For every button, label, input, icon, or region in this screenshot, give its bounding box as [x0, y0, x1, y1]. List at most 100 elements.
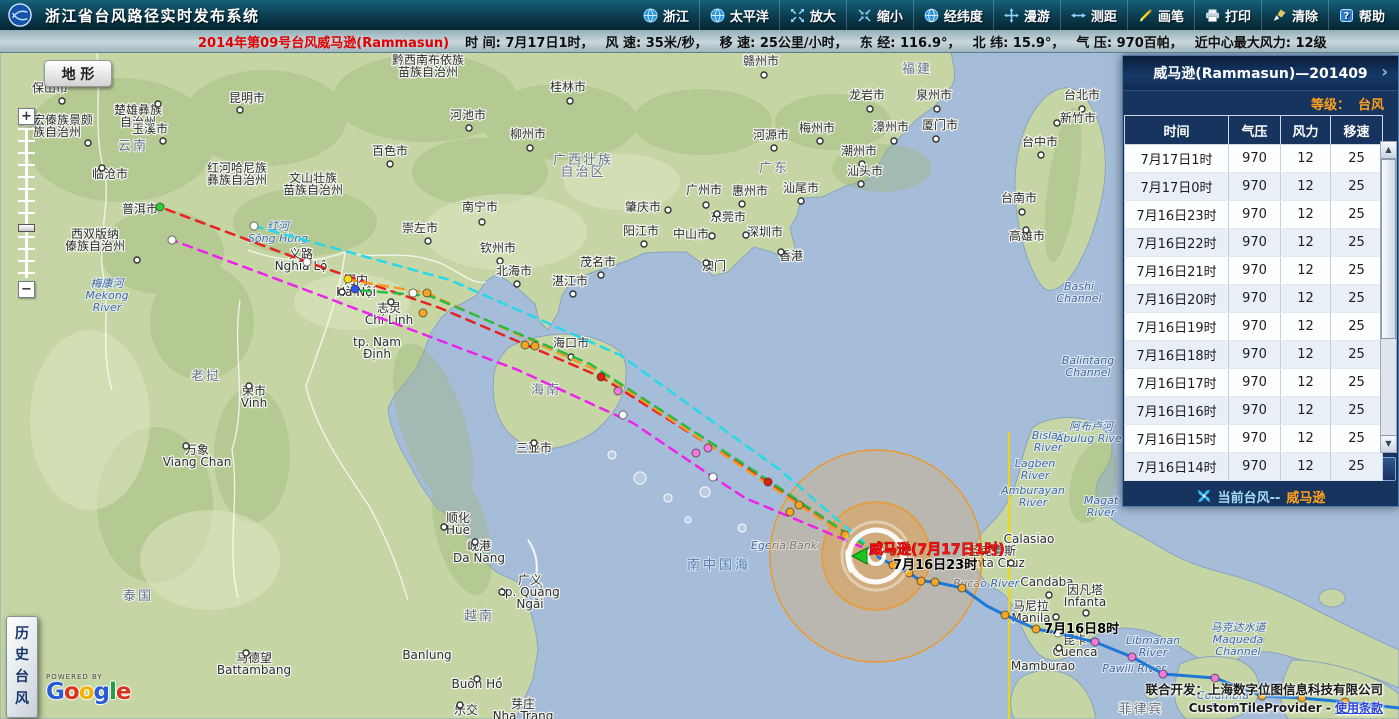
- toolbar-label: 清除: [1291, 9, 1318, 25]
- terrain-button[interactable]: 地 形: [44, 60, 112, 87]
- history-typhoon-label: 历史台风: [15, 625, 29, 707]
- toolbar-button-latlng[interactable]: 经纬度: [912, 0, 993, 30]
- svg-text:越南: 越南: [464, 608, 494, 624]
- scroll-down-button[interactable]: ▼: [1381, 435, 1396, 452]
- map-label: 河池市: [449, 106, 487, 132]
- toolbar-button-pacific[interactable]: 太平洋: [698, 0, 779, 30]
- svg-text:Banlung: Banlung: [402, 648, 451, 662]
- map-label: Calasiao: [1002, 531, 1055, 547]
- table-row[interactable]: 7月17日0时 970 12 25: [1124, 172, 1383, 201]
- track-point: [302, 257, 312, 267]
- toolbar-label: 缩小: [876, 9, 903, 25]
- city-dot: [760, 71, 768, 79]
- table-row[interactable]: 7月16日20时 970 12 25: [1124, 284, 1383, 313]
- map-label: 厦门市: [921, 116, 959, 143]
- typhoon-level-row: 等级： 台风: [1123, 91, 1398, 115]
- track-point: [1158, 669, 1168, 679]
- zoom-slider-thumb[interactable]: [18, 224, 35, 232]
- table-row[interactable]: 7月16日22时 970 12 25: [1124, 228, 1383, 257]
- svg-text:海口市: 海口市: [553, 335, 589, 350]
- track-point: [840, 530, 850, 540]
- city-dot: [526, 144, 534, 152]
- svg-text:高雄市: 高雄市: [1009, 228, 1045, 243]
- map-label: Banlung: [401, 647, 453, 663]
- toolbar-button-print[interactable]: 打印: [1193, 0, 1261, 30]
- city-dot: [440, 523, 448, 531]
- city-dot: [770, 144, 778, 152]
- scroll-thumb[interactable]: [1381, 159, 1396, 339]
- table-cell: 12: [1280, 452, 1331, 481]
- toolbar-button-measure[interactable]: 测距: [1059, 0, 1127, 30]
- table-row[interactable]: 7月16日23时 970 12 25: [1124, 200, 1383, 229]
- table-row[interactable]: 7月16日14时 970 12 25: [1124, 452, 1383, 481]
- toolbar-button-clear[interactable]: 清除: [1260, 0, 1328, 30]
- toolbar-button-zhejiang[interactable]: 浙江: [633, 0, 699, 30]
- svg-text:Nghĩa Lộ: Nghĩa Lộ: [275, 259, 328, 273]
- google-logo[interactable]: POWERED BY Google: [46, 674, 131, 704]
- google-wordmark: Google: [46, 681, 131, 704]
- svg-text:傣族自治州: 傣族自治州: [65, 239, 125, 253]
- map-label: 广州市: [685, 181, 723, 209]
- toolbar-button-pan[interactable]: 漫游: [992, 0, 1060, 30]
- track-point: [618, 410, 628, 420]
- table-row[interactable]: 7月16日21时 970 12 25: [1124, 256, 1383, 285]
- map-label: 钦州市: [479, 239, 517, 265]
- svg-text:台北市: 台北市: [1064, 87, 1100, 102]
- svg-text:Santa Cruz: Santa Cruz: [959, 556, 1025, 570]
- svg-text:Egeria Bank: Egeria Bank: [751, 539, 818, 552]
- table-row[interactable]: 7月16日17时 970 12 25: [1124, 368, 1383, 397]
- country-borders: [94, 37, 487, 601]
- zoom-in-button[interactable]: +: [18, 108, 35, 125]
- track-point: [794, 500, 804, 510]
- land-islet: [1251, 635, 1265, 645]
- table-cell: 25: [1330, 396, 1383, 425]
- svg-text:老挝: 老挝: [191, 369, 221, 384]
- table-row[interactable]: 7月16日18时 970 12 25: [1124, 340, 1383, 369]
- track-point: [1257, 691, 1267, 701]
- map-label: 阳江市: [622, 222, 660, 248]
- map-label: 深圳市: [742, 223, 784, 240]
- terms-link[interactable]: 使用条款: [1334, 701, 1383, 715]
- table-row[interactable]: 7月16日15时 970 12 25: [1124, 424, 1383, 453]
- track-point: [596, 372, 606, 382]
- svg-text:德宏傣族景颇: 德宏傣族景颇: [21, 112, 93, 127]
- scroll-up-button[interactable]: ▲: [1381, 142, 1396, 159]
- map-label: 玉溪市: [131, 120, 169, 145]
- svg-text:北海市: 北海市: [496, 263, 532, 278]
- city-dot: [182, 442, 190, 450]
- table-scrollbar[interactable]: ▲ ▼: [1380, 141, 1397, 453]
- history-typhoon-button[interactable]: 历史台风: [6, 616, 38, 718]
- svg-text:茂名市: 茂名市: [580, 254, 616, 269]
- current-typhoon-name[interactable]: 威马逊: [1286, 490, 1326, 506]
- zoom-slider-track[interactable]: [18, 128, 35, 278]
- typhoon-star-icon: [1197, 490, 1210, 502]
- toolbar-button-help[interactable]: ? 帮助: [1327, 0, 1395, 30]
- table-row[interactable]: 7月16日19时 970 12 25: [1124, 312, 1383, 341]
- help-icon: ?: [1339, 8, 1353, 22]
- map-label: 百色市: [371, 142, 409, 168]
- panel-expand-arrow[interactable]: ›: [1381, 62, 1388, 81]
- map-label: 茂名市: [579, 253, 617, 279]
- svg-text:彝族自治州: 彝族自治州: [207, 172, 267, 187]
- svg-text:Magat: Magat: [1084, 494, 1119, 507]
- data-table-wrap: 时间 气压 风力 移速 7月17日1时 970 12 25 7月17日0时 970 12 25 7月1…: [1124, 115, 1397, 481]
- table-cell: 970: [1228, 200, 1281, 229]
- toolbar-label: 太平洋: [729, 9, 769, 25]
- table-row[interactable]: 7月17日1时 970 12 25: [1124, 144, 1383, 173]
- zoom-out-button[interactable]: −: [18, 281, 35, 298]
- land-islet: [1318, 588, 1346, 608]
- svg-text:普洱市: 普洱市: [122, 201, 158, 216]
- table-column-header: 风力: [1280, 115, 1331, 145]
- table-row[interactable]: 7月16日16时 970 12 25: [1124, 396, 1383, 425]
- svg-text:菲律宾: 菲律宾: [1118, 701, 1163, 717]
- table-cell: 970: [1228, 172, 1281, 201]
- toolbar-button-pen[interactable]: 画笔: [1126, 0, 1194, 30]
- svg-text:楚雄彝族: 楚雄彝族: [114, 102, 162, 117]
- direction-arrow-icon: [850, 547, 868, 565]
- toolbar-button-zoom-in[interactable]: 放大: [778, 0, 846, 30]
- svg-text:族自治州: 族自治州: [33, 125, 81, 139]
- toolbar-button-zoom-out[interactable]: 缩小: [845, 0, 913, 30]
